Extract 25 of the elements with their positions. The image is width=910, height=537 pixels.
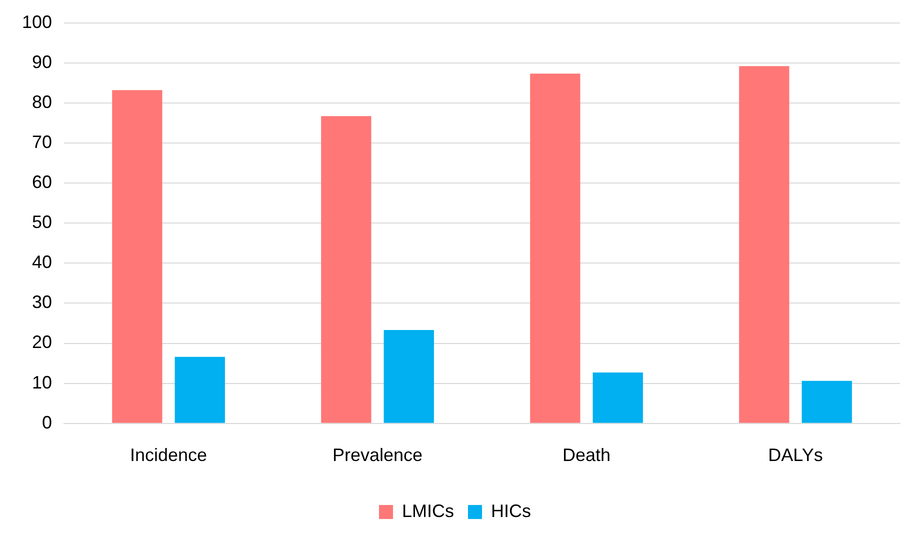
y-tick-label: 50 — [32, 212, 52, 232]
x-tick-label: Prevalence — [332, 445, 423, 466]
legend-label: HICs — [491, 500, 532, 521]
y-tick-label: 40 — [32, 252, 52, 272]
bar — [321, 116, 372, 423]
x-tick-label: Death — [562, 445, 611, 466]
y-tick-label: 10 — [32, 372, 52, 392]
y-tick-label: 90 — [32, 52, 52, 72]
y-tick-label: 70 — [32, 132, 52, 152]
y-tick-label: 30 — [32, 292, 52, 312]
bar — [739, 66, 790, 423]
x-tick-label: DALYs — [768, 445, 823, 466]
bar — [174, 356, 225, 423]
bar — [530, 74, 580, 423]
bar — [592, 372, 643, 423]
y-tick-label: 60 — [32, 172, 52, 192]
legend-label: LMICs — [402, 500, 454, 521]
bar — [384, 330, 434, 423]
bar — [112, 90, 162, 423]
y-tick-label: 20 — [32, 332, 52, 352]
x-tick-label: Incidence — [130, 445, 208, 466]
y-tick-label: 0 — [42, 412, 52, 432]
bar — [802, 380, 852, 423]
y-tick-label: 100 — [22, 12, 52, 32]
y-tick-label: 80 — [32, 92, 52, 112]
